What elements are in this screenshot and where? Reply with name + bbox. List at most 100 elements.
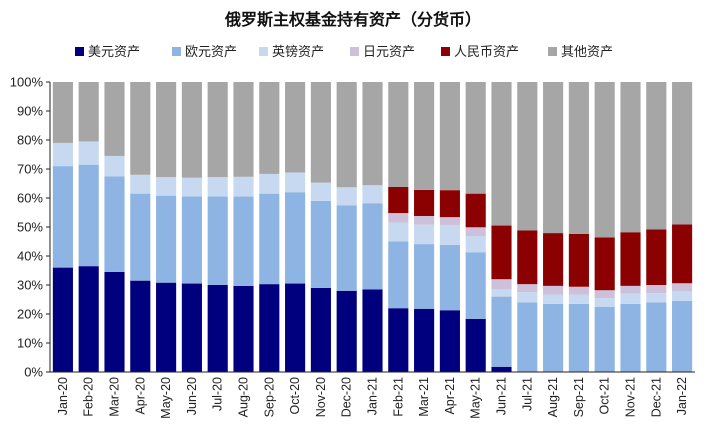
bar-segment bbox=[568, 82, 589, 234]
legend-swatch bbox=[441, 47, 450, 56]
bar-segment bbox=[568, 294, 589, 304]
x-axis: Jan-20 Feb-20 Mar-20 Apr-20 May-20 Jun-20 Jul-… bbox=[50, 371, 695, 419]
bar-segment bbox=[156, 82, 177, 178]
bar-segment bbox=[568, 233, 589, 287]
bar-segment bbox=[156, 195, 177, 283]
legend-item: 日元资产 bbox=[350, 45, 415, 60]
bar-segment bbox=[594, 237, 615, 291]
bar-segment bbox=[620, 293, 641, 304]
bar-segment bbox=[336, 187, 357, 206]
y-tick-label: 90% bbox=[17, 104, 43, 119]
y-tick-label: 20% bbox=[17, 307, 43, 322]
bar-segment bbox=[233, 285, 254, 372]
bar-segment bbox=[568, 303, 589, 372]
x-tick-label: Dec-20 bbox=[340, 377, 354, 417]
bar-segment bbox=[181, 177, 202, 197]
bar-segment bbox=[388, 308, 409, 372]
x-tick-label: Jul-20 bbox=[211, 377, 225, 411]
legend-label: 欧元资产 bbox=[185, 45, 237, 60]
bar-segment bbox=[543, 82, 564, 234]
y-tick-label: 70% bbox=[17, 162, 43, 177]
bar-segment bbox=[517, 302, 538, 372]
y-tick-label: 40% bbox=[17, 249, 43, 264]
bar-segment bbox=[414, 189, 435, 216]
bar-segment bbox=[104, 271, 125, 372]
y-tick-label: 10% bbox=[17, 336, 43, 351]
bar-segment bbox=[156, 177, 177, 196]
bar-segment bbox=[465, 193, 486, 228]
bar-segment bbox=[310, 287, 331, 372]
bar-segment bbox=[491, 366, 512, 372]
x-tick-label: Jun-21 bbox=[495, 377, 509, 415]
bar-segment bbox=[414, 308, 435, 372]
bar-segment bbox=[78, 266, 99, 372]
bar-segment bbox=[491, 296, 512, 367]
bar-segment bbox=[181, 283, 202, 372]
bar-segment bbox=[672, 300, 693, 372]
bar-segment bbox=[336, 290, 357, 372]
x-tick-label: Jan-20 bbox=[56, 377, 70, 415]
legend-item: 欧元资产 bbox=[172, 45, 237, 60]
bar-segment bbox=[285, 192, 306, 284]
bar-segment bbox=[259, 193, 280, 285]
bar-segment bbox=[543, 303, 564, 372]
bar-stack bbox=[104, 82, 125, 372]
bar-segment bbox=[465, 318, 486, 372]
bar-segment bbox=[207, 285, 228, 372]
bar-segment bbox=[543, 285, 564, 295]
bar-segment bbox=[259, 82, 280, 174]
bar-segment bbox=[414, 215, 435, 225]
x-tick-label: Mar-21 bbox=[417, 377, 431, 417]
bar-segment bbox=[594, 290, 615, 299]
bar-stack bbox=[233, 82, 254, 372]
bar-segment bbox=[594, 82, 615, 238]
bar-segment bbox=[388, 186, 409, 214]
legend-label: 美元资产 bbox=[88, 45, 140, 60]
bar-segment bbox=[439, 224, 460, 245]
bar-segment bbox=[646, 302, 667, 372]
x-tick-label: Feb-21 bbox=[391, 377, 405, 417]
bar-stack bbox=[543, 82, 564, 372]
bar-segment bbox=[362, 203, 383, 290]
bar-segment bbox=[543, 233, 564, 286]
bar-segment bbox=[594, 306, 615, 372]
bar-segment bbox=[388, 82, 409, 187]
bar-segment bbox=[78, 82, 99, 142]
bar-segment bbox=[439, 217, 460, 225]
bar-segment bbox=[646, 82, 667, 230]
bar-stack bbox=[336, 82, 357, 372]
bar-segment bbox=[620, 303, 641, 372]
x-tick-label: Jun-20 bbox=[185, 377, 199, 415]
bar-segment bbox=[156, 282, 177, 372]
legend-swatch bbox=[350, 47, 359, 56]
x-tick-label: Jan-22 bbox=[675, 377, 689, 415]
bar-segment bbox=[465, 82, 486, 194]
bar-segment bbox=[517, 284, 538, 293]
bar-segment bbox=[233, 176, 254, 197]
bar-segment bbox=[465, 227, 486, 236]
bar-segment bbox=[672, 291, 693, 301]
bar-segment bbox=[362, 185, 383, 204]
bar-segment bbox=[388, 222, 409, 242]
bar-segment bbox=[439, 310, 460, 372]
bar-segment bbox=[491, 225, 512, 280]
bar-stack bbox=[285, 82, 306, 372]
x-tick-label: Feb-20 bbox=[82, 377, 96, 417]
bar-segment bbox=[259, 173, 280, 194]
bar-segment bbox=[207, 177, 228, 197]
y-tick-label: 30% bbox=[17, 278, 43, 293]
legend-label: 人民币资产 bbox=[454, 45, 519, 60]
x-tick-label: Oct-20 bbox=[288, 377, 302, 415]
bar-segment bbox=[491, 289, 512, 297]
bar-stack bbox=[594, 82, 615, 372]
bar-segment bbox=[646, 293, 667, 303]
bar-segment bbox=[388, 241, 409, 309]
bar-segment bbox=[620, 82, 641, 233]
x-tick-label: Apr-21 bbox=[443, 377, 457, 415]
bar-segment bbox=[104, 155, 125, 177]
x-tick-label: Sep-21 bbox=[572, 377, 586, 417]
bar-segment bbox=[130, 174, 151, 194]
legend: 美元资产 欧元资产 英镑资产 日元资产 人民币资产 其他资产 bbox=[75, 44, 613, 60]
legend-item: 其他资产 bbox=[548, 45, 613, 60]
